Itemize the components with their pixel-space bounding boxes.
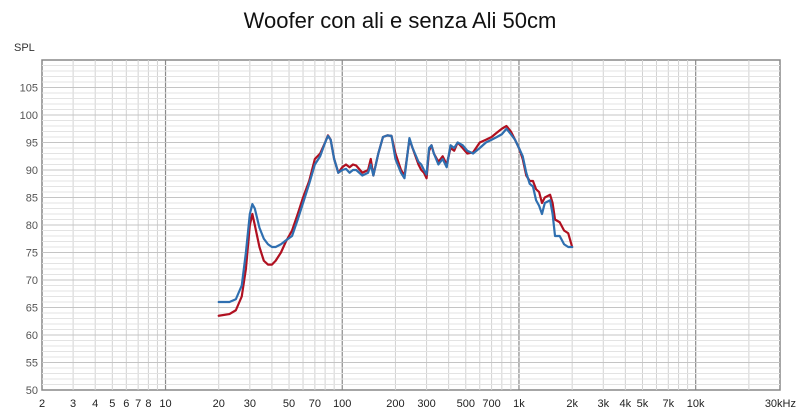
y-tick-label: 105 xyxy=(20,83,38,95)
y-tick-label: 80 xyxy=(26,220,38,232)
x-tick-label: 7k xyxy=(662,398,674,410)
x-tick-label: 1k xyxy=(513,398,525,410)
x-tick-label: 70 xyxy=(309,398,321,410)
y-tick-label: 90 xyxy=(26,165,38,177)
x-tick-label: 20 xyxy=(213,398,225,410)
y-tick-label: 100 xyxy=(20,110,38,122)
x-tick-label: 30kHz xyxy=(765,398,796,410)
series-line-2 xyxy=(217,127,574,304)
x-tick-label: 500 xyxy=(457,398,475,410)
x-tick-label: 3 xyxy=(70,398,76,410)
x-tick-label: 700 xyxy=(482,398,500,410)
grid-layer xyxy=(42,60,780,390)
y-tick-label: 75 xyxy=(26,248,38,260)
y-tick-label: 70 xyxy=(26,275,38,287)
x-tick-label: 3k xyxy=(597,398,609,410)
x-tick-label: 6 xyxy=(123,398,129,410)
x-tick-label: 30 xyxy=(244,398,256,410)
x-tick-label: 5 xyxy=(109,398,115,410)
x-tick-label: 300 xyxy=(417,398,435,410)
chart-title: Woofer con ali e senza Ali 50cm xyxy=(243,8,557,33)
y-tick-label: 50 xyxy=(26,385,38,397)
y-tick-label: 55 xyxy=(26,358,38,370)
x-tick-label: 200 xyxy=(386,398,404,410)
x-tick-label: 4 xyxy=(92,398,98,410)
x-tick-label: 50 xyxy=(283,398,295,410)
series-layer xyxy=(217,124,574,317)
x-tick-label: 8 xyxy=(145,398,151,410)
x-tick-label: 100 xyxy=(333,398,351,410)
y-tick-label: 60 xyxy=(26,330,38,342)
x-tick-label: 10k xyxy=(687,398,705,410)
x-tick-label: 2k xyxy=(566,398,578,410)
x-tick-label: 2 xyxy=(39,398,45,410)
x-tick-label: 4k xyxy=(620,398,632,410)
x-tick-labels: 2 3 4 5 6 7 8 10 20 30 50 70 100 200 300 500 700 1k 2k 3k 4k… xyxy=(39,398,796,410)
y-tick-label: 85 xyxy=(26,193,38,205)
x-tick-label: 10 xyxy=(159,398,171,410)
y-tick-label: 65 xyxy=(26,303,38,315)
x-tick-label: 5k xyxy=(637,398,649,410)
y-tick-labels: 50 55 60 65 70 75 80 85 90 95 100 105 xyxy=(20,83,38,398)
y-tick-label: 95 xyxy=(26,138,38,150)
y-axis-label: SPL xyxy=(14,42,35,54)
x-tick-label: 7 xyxy=(135,398,141,410)
